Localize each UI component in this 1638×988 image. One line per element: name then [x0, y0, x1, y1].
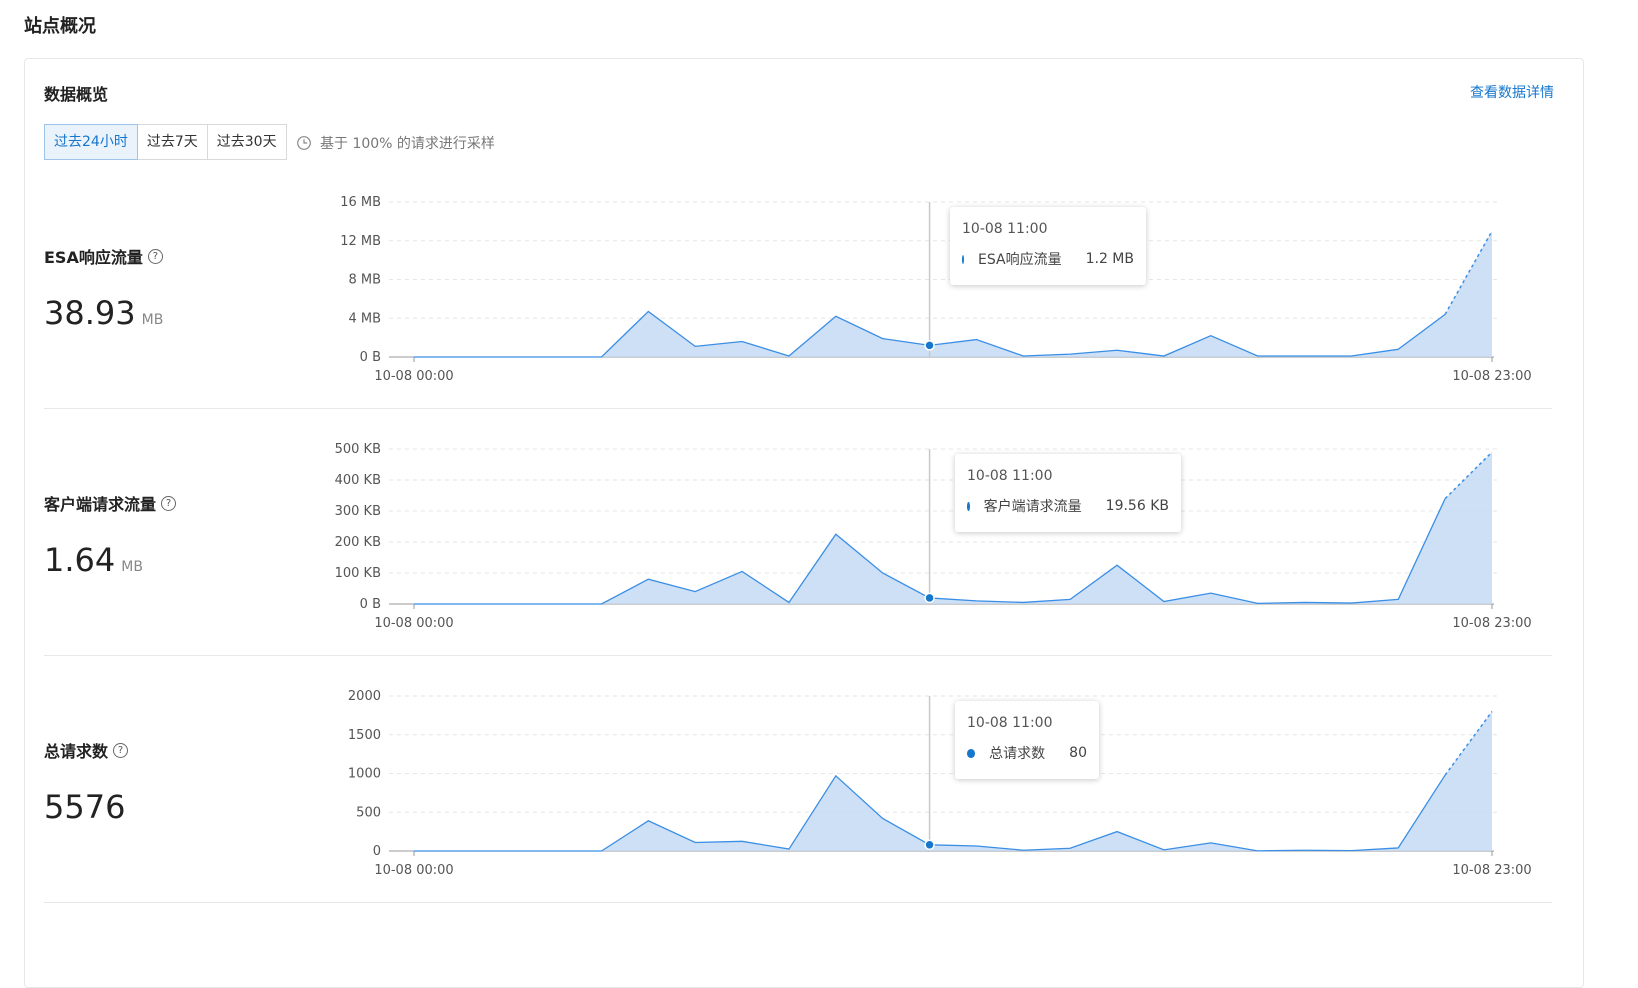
chart-tooltip: 10-08 11:00 总请求数 80 — [955, 701, 1099, 779]
x-tick-label: 10-08 23:00 — [1452, 616, 1531, 631]
y-tick-label: 200 KB — [335, 535, 381, 550]
series-dot-icon — [962, 254, 965, 264]
overview-title: 数据概览 — [44, 85, 109, 104]
x-tick-label: 10-08 23:00 — [1452, 369, 1531, 384]
help-circle-icon[interactable]: ? — [113, 742, 129, 758]
metric-section-client-request-traffic: 客户端请求流量 ? 1.64 MB 0 B 100 KB 200 KB 300 KB 40… — [44, 409, 1552, 656]
sampling-note: 基于 100% 的请求进行采样 — [296, 133, 495, 153]
metric-value: 5576 — [44, 788, 131, 826]
range-7d-button[interactable]: 过去7天 — [136, 124, 208, 160]
metric-value-unit: MB — [121, 559, 143, 575]
y-tick-label: 12 MB — [340, 234, 381, 249]
time-range-selector: 过去24小时 过去7天 过去30天 — [44, 124, 287, 160]
metric-label-text: 总请求数 — [44, 742, 109, 761]
y-tick-label: 100 KB — [335, 566, 381, 581]
help-circle-icon[interactable]: ? — [147, 248, 163, 264]
section-divider — [44, 408, 1552, 409]
tooltip-value: 19.56 KB — [1105, 498, 1169, 514]
tooltip-row: 客户端请求流量 19.56 KB — [967, 496, 1169, 516]
tooltip-row: 总请求数 80 — [967, 743, 1087, 763]
y-tick-label: 500 — [356, 805, 381, 820]
sampling-text: 基于 100% 的请求进行采样 — [320, 136, 495, 152]
tooltip-value: 80 — [1069, 745, 1087, 761]
tooltip-time: 10-08 11:00 — [967, 468, 1053, 484]
range-30d-button[interactable]: 过去30天 — [206, 124, 287, 160]
section-divider — [44, 655, 1552, 656]
metric-label-text: ESA响应流量 — [44, 248, 143, 267]
x-tick-label: 10-08 00:00 — [374, 369, 453, 384]
metric-value: 38.93 MB — [44, 294, 163, 332]
x-tick-label: 10-08 00:00 — [374, 863, 453, 878]
metric-section-esa-response-traffic: ESA响应流量 ? 38.93 MB 0 B 4 MB 8 MB 12 MB 16 MB 1… — [44, 162, 1552, 409]
y-tick-label: 1000 — [348, 767, 381, 782]
metric-section-total-requests: 总请求数 ? 5576 0 500 1000 1500 2000 10-08 00:00 1… — [44, 656, 1552, 903]
chart-tooltip: 10-08 11:00 客户端请求流量 19.56 KB — [955, 454, 1181, 532]
client-request-traffic-chart[interactable]: 0 B 100 KB 200 KB 300 KB 400 KB 500 KB 10-08 0… — [44, 409, 1552, 656]
view-details-link[interactable]: 查看数据详情 — [1470, 85, 1554, 101]
clock-icon — [297, 136, 311, 150]
y-tick-label: 400 KB — [335, 473, 381, 488]
chart-tooltip: 10-08 11:00 ESA响应流量 1.2 MB — [950, 207, 1146, 285]
tooltip-value: 1.2 MB — [1085, 251, 1134, 267]
highlight-point — [924, 340, 935, 351]
y-tick-label: 1500 — [348, 728, 381, 743]
metric-value-number: 5576 — [44, 788, 126, 826]
metric-label: 客户端请求流量 ? — [44, 491, 177, 515]
y-tick-label: 0 B — [360, 597, 381, 612]
highlight-point — [924, 839, 935, 851]
y-tick-label: 2000 — [348, 689, 381, 704]
tooltip-series-name: ESA响应流量 — [978, 252, 1062, 268]
tooltip-series-name: 总请求数 — [989, 746, 1046, 762]
tooltip-time: 10-08 11:00 — [967, 715, 1053, 731]
series-line-dashed — [1444, 711, 1493, 776]
x-tick-label: 10-08 23:00 — [1452, 863, 1531, 878]
series-dot-icon — [967, 501, 970, 511]
range-24h-button[interactable]: 过去24小时 — [44, 124, 138, 160]
tooltip-time: 10-08 11:00 — [962, 221, 1048, 237]
highlight-point — [924, 592, 935, 604]
y-tick-label: 0 B — [360, 350, 381, 365]
y-tick-label: 8 MB — [348, 273, 381, 288]
series-line-dashed — [1444, 230, 1493, 315]
y-tick-label: 0 — [373, 844, 381, 859]
metric-value-unit: MB — [141, 312, 164, 328]
series-area — [414, 452, 1492, 604]
tooltip-series-name: 客户端请求流量 — [983, 499, 1082, 515]
series-line-dashed — [1444, 451, 1493, 500]
page-title: 站点概况 — [24, 16, 96, 37]
total-requests-chart[interactable]: 0 500 1000 1500 2000 10-08 00:00 10-08 23:00 — [44, 656, 1552, 903]
metric-label: 总请求数 ? — [44, 738, 129, 762]
metric-label-text: 客户端请求流量 — [44, 495, 157, 514]
series-dot-icon — [967, 748, 976, 758]
series-area — [414, 711, 1492, 851]
help-circle-icon[interactable]: ? — [161, 495, 177, 511]
metric-value: 1.64 MB — [44, 541, 143, 579]
y-tick-label: 4 MB — [348, 311, 381, 326]
section-divider — [44, 902, 1552, 903]
x-tick-label: 10-08 00:00 — [374, 616, 453, 631]
tooltip-row: ESA响应流量 1.2 MB — [962, 249, 1134, 269]
metric-value-number: 38.93 — [44, 294, 136, 332]
esa-response-traffic-chart[interactable]: 0 B 4 MB 8 MB 12 MB 16 MB 10-08 00:00 10-08 23… — [44, 162, 1552, 409]
metric-label: ESA响应流量 ? — [44, 244, 163, 268]
y-tick-label: 300 KB — [335, 504, 381, 519]
y-tick-label: 500 KB — [335, 442, 381, 457]
metric-value-number: 1.64 — [44, 541, 116, 579]
y-tick-label: 16 MB — [340, 195, 381, 210]
